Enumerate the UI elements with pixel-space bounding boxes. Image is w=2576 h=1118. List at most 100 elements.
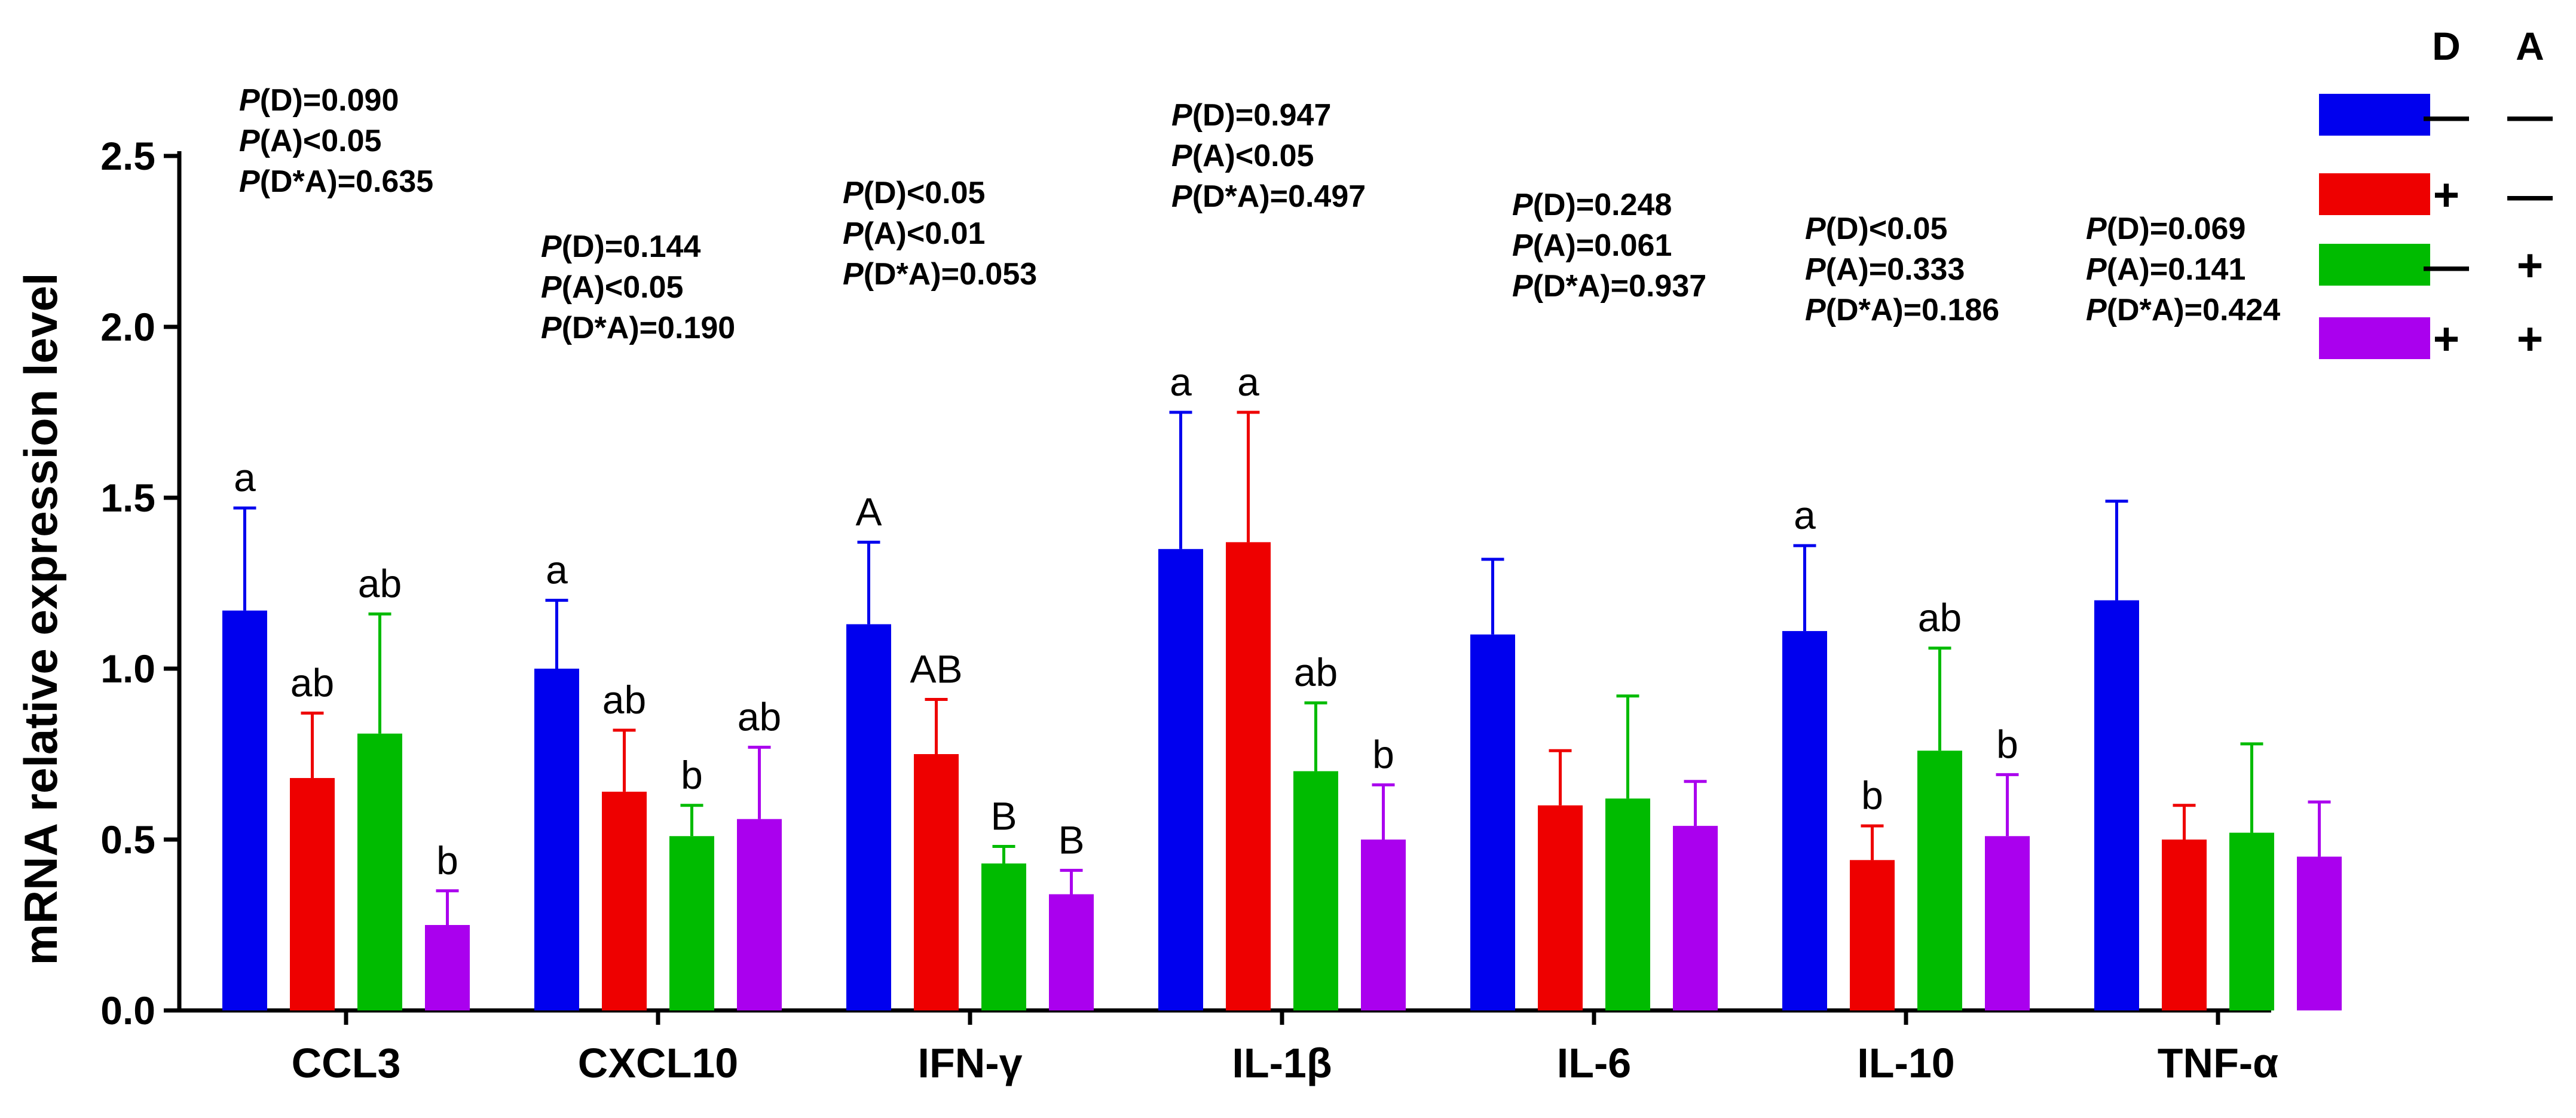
bar [1470,634,1515,1010]
bar [981,863,1026,1010]
bar [290,778,335,1010]
significance-letter: b [681,753,703,797]
p-value-text: P(D*A)=0.190 [541,311,735,345]
p-value-text: P(D*A)=0.053 [843,257,1037,292]
bar [222,610,267,1010]
significance-letter: ab [1918,596,1962,640]
p-value-text: P(A)=0.333 [1805,252,1965,287]
axes: 0.0 0.5 1.0 1.5 2.0 2.5 mRNA relative expressi… [14,134,2278,1086]
bar [425,925,470,1010]
significance-letter: a [1794,493,1816,537]
x-tick-label: CXCL10 [578,1040,738,1086]
y-tick-label: 2.5 [100,134,155,178]
legend-swatch [2319,317,2430,359]
bar [914,754,959,1010]
significance-letter: ab [358,561,402,605]
significance-letter: b [1996,722,2018,766]
bar [1782,631,1827,1010]
legend-swatch [2319,173,2430,215]
significance-letter: a [1170,360,1192,404]
p-value-text: P(D)=0.248 [1512,188,1672,222]
legend-header-a: A [2516,24,2544,68]
bar [602,791,647,1010]
bar [1673,826,1718,1010]
bar [2162,840,2207,1010]
significance-letter: b [1861,773,1883,817]
significance-letter: ab [290,660,334,705]
significance-letter: A [855,489,882,534]
bar [2297,856,2342,1010]
x-tick-label: CCL3 [292,1040,401,1086]
y-tick-label: 1.0 [100,647,155,691]
x-tick-label: IFN-γ [918,1040,1023,1086]
significance-letter: a [234,455,256,500]
p-value-text: P(D*A)=0.937 [1512,269,1706,304]
p-value-text: P(A)<0.05 [541,270,683,305]
p-value-text: P(D)<0.05 [1805,212,1947,246]
x-tick-label: IL-6 [1557,1040,1631,1086]
p-value-text: P(D)=0.069 [2086,212,2245,246]
bar [1538,805,1583,1010]
significance-letter: a [1237,360,1259,404]
p-value-text: P(D)=0.090 [239,83,399,118]
bar [1917,751,1962,1010]
significance-letter: ab [602,678,646,722]
y-tick-label: 2.0 [100,305,155,349]
bar [846,624,891,1010]
bar [357,733,402,1010]
legend-sign-a: + [2517,314,2543,365]
bars [222,411,2342,1010]
x-tick-label: IL-1β [1232,1040,1332,1086]
significance-letter: ab [738,695,781,739]
p-value-text: P(D*A)=0.635 [239,164,433,199]
p-value-text: P(A)<0.05 [239,124,381,158]
p-value-text: P(D*A)=0.186 [1805,293,1999,327]
legend-header-d: D [2432,24,2461,68]
x-tick-label: IL-10 [1857,1040,1954,1086]
legend-sign-a: — [2507,170,2553,220]
bar [1361,840,1406,1010]
y-axis-title: mRNA relative expression level [14,273,67,966]
p-value-text: P(A)=0.061 [1512,228,1672,263]
legend-sign-a: + [2517,240,2543,291]
significance-letter: B [990,794,1017,838]
significance-letter: ab [1294,650,1338,694]
bar [1850,860,1895,1010]
p-value-text: P(D*A)=0.497 [1171,179,1366,214]
legend-swatch [2319,244,2430,286]
y-tick-label: 0.5 [100,817,155,862]
p-value-text: P(D*A)=0.424 [2086,293,2280,327]
bar [2094,600,2139,1010]
legend-sign-a: — [2507,90,2553,141]
significance-letter: b [436,838,458,883]
bar [534,669,579,1010]
bar [2229,832,2274,1010]
bar [1985,836,2030,1010]
x-tick-label: TNF-α [2158,1040,2278,1086]
bar [1049,894,1094,1010]
p-value-text: P(A)<0.05 [1171,139,1314,173]
bar [669,836,714,1010]
legend: D A — — + — — + + + [2319,24,2553,365]
legend-sign-d: — [2424,240,2469,291]
y-tick-label: 0.0 [100,988,155,1033]
legend-sign-d: — [2424,90,2469,141]
p-value-text: P(D)=0.947 [1171,98,1331,133]
p-value-text: P(A)=0.141 [2086,252,2245,287]
significance-letter: b [1372,732,1394,776]
bar [1605,798,1650,1010]
legend-swatch [2319,94,2430,136]
significance-letter: a [546,548,568,592]
bar [1293,771,1338,1010]
significance-letter: AB [910,647,962,691]
p-value-text: P(A)<0.01 [843,216,985,251]
bar [737,819,782,1010]
y-tick-label: 1.5 [100,476,155,520]
p-value-text: P(D)<0.05 [843,176,985,210]
legend-sign-d: + [2433,170,2459,220]
significance-letter: B [1058,817,1084,862]
bar [1226,542,1271,1010]
p-value-text: P(D)=0.144 [541,229,700,264]
